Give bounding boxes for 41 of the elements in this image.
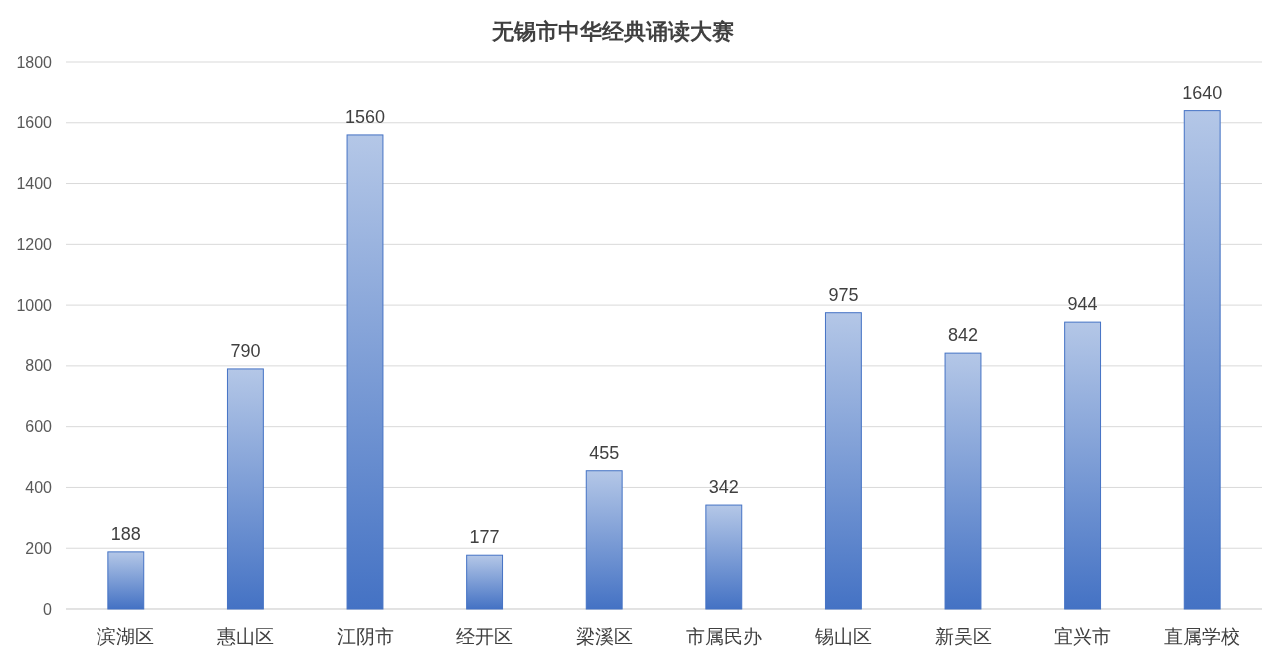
data-label: 342 (708, 477, 739, 498)
x-tick-label: 锡山区 (813, 625, 872, 647)
y-tick-label: 800 (25, 357, 53, 375)
x-tick-label: 经开区 (456, 625, 514, 647)
bar (705, 504, 743, 610)
data-label: 790 (230, 340, 261, 361)
bar (226, 368, 264, 610)
data-label: 944 (1067, 294, 1098, 315)
x-tick-label: 滨湖区 (97, 625, 155, 647)
y-tick-label: 400 (25, 478, 53, 496)
bar (107, 551, 145, 610)
bar (585, 470, 623, 610)
y-tick-label: 1400 (16, 175, 53, 193)
y-tick-label: 1200 (16, 235, 53, 253)
x-tick-label: 直属学校 (1164, 625, 1241, 647)
data-label: 975 (828, 284, 859, 305)
x-tick-label: 市属民办 (685, 625, 762, 647)
y-tick-label: 1600 (16, 114, 53, 132)
y-tick-label: 1000 (16, 296, 53, 314)
data-label: 1640 (1182, 82, 1223, 103)
data-label: 177 (469, 527, 500, 548)
x-tick-label: 江阴市 (336, 625, 394, 647)
y-tick-label: 0 (43, 600, 53, 618)
data-label: 188 (110, 523, 141, 544)
bar (466, 554, 504, 610)
chart-title: 无锡市中华经典诵读大赛 (491, 18, 734, 44)
data-label: 842 (947, 325, 979, 346)
bar (1064, 321, 1102, 610)
y-tick-label: 600 (25, 418, 53, 436)
x-tick-label: 宜兴市 (1054, 625, 1112, 647)
y-tick-label: 200 (25, 539, 53, 557)
x-tick-label: 梁溪区 (575, 625, 633, 647)
bar (346, 134, 384, 610)
data-label: 455 (589, 442, 620, 463)
bar (824, 312, 862, 610)
x-tick-label: 新吴区 (934, 625, 992, 647)
x-tick-label: 惠山区 (215, 625, 274, 647)
y-tick-label: 1800 (16, 53, 53, 71)
bar (944, 352, 982, 610)
data-label: 1560 (344, 106, 386, 127)
bar (1183, 110, 1221, 610)
